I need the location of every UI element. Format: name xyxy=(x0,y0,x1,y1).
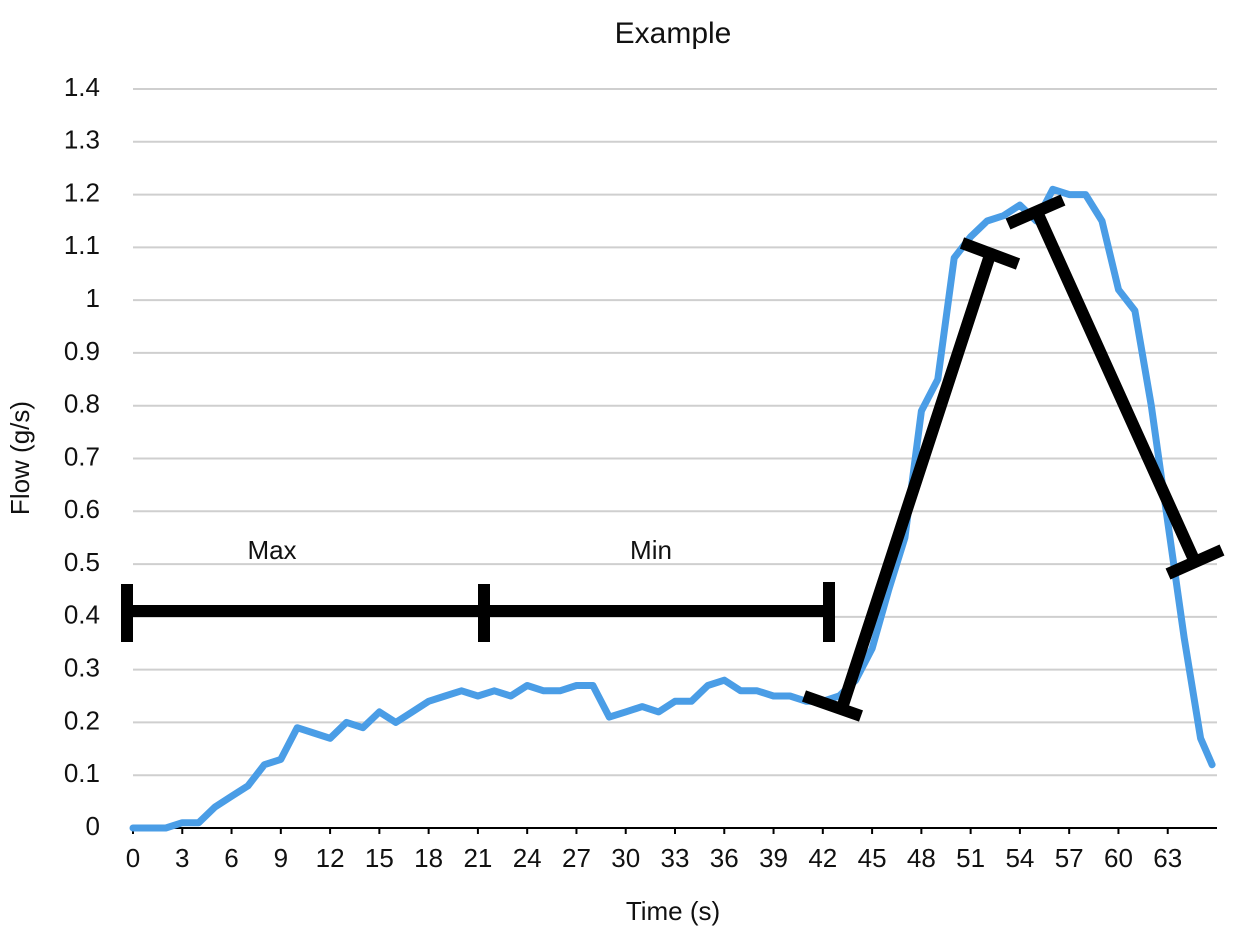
annotation: Max xyxy=(247,535,296,565)
y-tick-label: 0.4 xyxy=(64,600,100,630)
x-tick-label: 6 xyxy=(224,843,238,873)
y-tick-label: 0.9 xyxy=(64,336,100,366)
x-tick-label: 63 xyxy=(1153,843,1182,873)
data-line xyxy=(129,185,1216,832)
y-tick-label: 0.1 xyxy=(64,758,100,788)
y-tick-label: 0.5 xyxy=(64,547,100,577)
y-tick-label: 0 xyxy=(86,811,100,841)
x-tick-label: 12 xyxy=(316,843,345,873)
y-tick-label: 0.7 xyxy=(64,441,100,471)
x-tick-label: 9 xyxy=(274,843,288,873)
x-tick-label: 15 xyxy=(365,843,394,873)
x-axis-label: Time (s) xyxy=(626,896,720,926)
chart-title: Example xyxy=(615,17,732,50)
x-tick-label: 48 xyxy=(907,843,936,873)
x-tick-label: 36 xyxy=(710,843,739,873)
range-bar xyxy=(121,582,835,642)
x-tick-label: 42 xyxy=(808,843,837,873)
x-tick-label: 24 xyxy=(513,843,542,873)
slope-bar xyxy=(802,237,1021,722)
x-tick-label: 60 xyxy=(1104,843,1133,873)
x-tick-label: 39 xyxy=(759,843,788,873)
x-tick-label: 54 xyxy=(1005,843,1034,873)
y-tick-label: 0.2 xyxy=(64,705,100,735)
x-tick-label: 0 xyxy=(126,843,140,873)
x-tick-label: 30 xyxy=(611,843,640,873)
y-tick-label: 1.4 xyxy=(64,72,100,102)
y-tick-label: 1.2 xyxy=(64,177,100,207)
x-tick-label: 51 xyxy=(956,843,985,873)
slope-bar xyxy=(1005,194,1225,580)
x-tick-label: 57 xyxy=(1055,843,1084,873)
y-tick-label: 0.6 xyxy=(64,494,100,524)
x-tick-label: 33 xyxy=(661,843,690,873)
y-axis-label: Flow (g/s) xyxy=(5,401,35,515)
x-tick-label: 45 xyxy=(858,843,887,873)
y-tick-label: 1.3 xyxy=(64,125,100,155)
y-tick-label: 1.1 xyxy=(64,230,100,260)
x-tick-label: 21 xyxy=(463,843,492,873)
annotation-bars xyxy=(121,194,1225,722)
x-tick-label: 3 xyxy=(175,843,189,873)
annotation: Min xyxy=(630,535,672,565)
y-tick-label: 0.3 xyxy=(64,653,100,683)
y-tick-label: 1 xyxy=(86,283,100,313)
y-tick-label: 0.8 xyxy=(64,389,100,419)
x-tick-label: 18 xyxy=(414,843,443,873)
x-tick-label: 27 xyxy=(562,843,591,873)
